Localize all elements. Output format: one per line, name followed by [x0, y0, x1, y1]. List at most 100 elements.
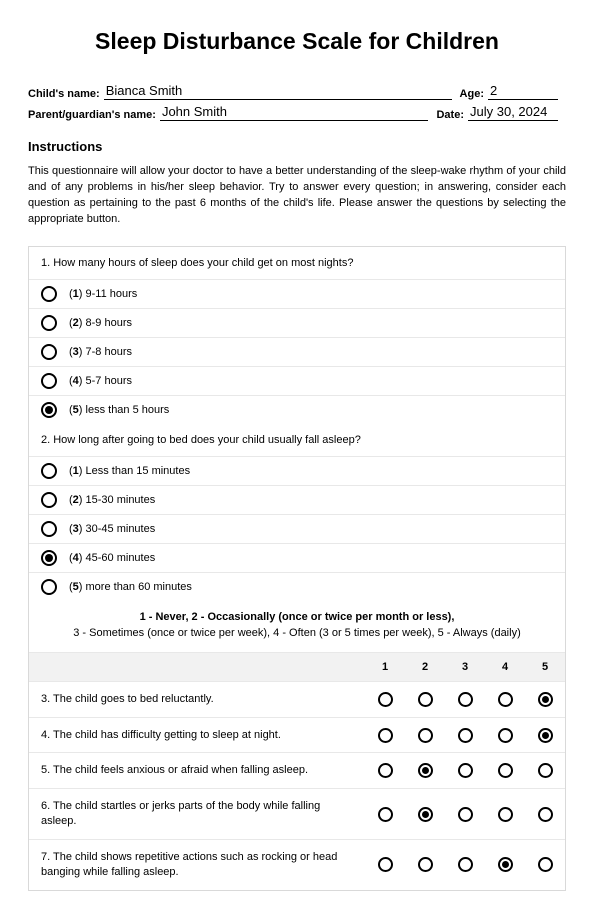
scale-cell-7-4[interactable] — [485, 857, 525, 872]
scale-radio-6-5[interactable] — [538, 807, 553, 822]
scale-legend: 1 - Never, 2 - Occasionally (once or twi… — [29, 601, 565, 653]
q1-option-3[interactable]: (3) 7-8 hours — [29, 338, 565, 367]
scale-radio-3-2[interactable] — [418, 692, 433, 707]
scale-radio-7-2[interactable] — [418, 857, 433, 872]
scale-cell-3-3[interactable] — [445, 692, 485, 707]
q2-radio-4[interactable] — [41, 550, 57, 566]
scale-radio-5-5[interactable] — [538, 763, 553, 778]
parent-value[interactable]: John Smith — [160, 104, 429, 121]
scale-statement-6: 6. The child startles or jerks parts of … — [29, 795, 365, 833]
scale-cell-7-5[interactable] — [525, 857, 565, 872]
scale-legend-line2: 3 - Sometimes (once or twice per week), … — [73, 627, 520, 639]
scale-statement-3: 3. The child goes to bed reluctantly. — [29, 688, 365, 711]
scale-cell-5-4[interactable] — [485, 763, 525, 778]
scale-radio-4-5[interactable] — [538, 728, 553, 743]
row-child-age: Child's name: Bianca Smith Age: 2 — [28, 83, 566, 100]
scale-cell-7-2[interactable] — [405, 857, 445, 872]
scale-header-row: 12345 — [29, 653, 565, 682]
scale-radio-4-4[interactable] — [498, 728, 513, 743]
q1-label-5: (5) less than 5 hours — [69, 404, 169, 416]
q2-option-2[interactable]: (2) 15-30 minutes — [29, 486, 565, 515]
scale-radio-3-1[interactable] — [378, 692, 393, 707]
q2-label-3: (3) 30-45 minutes — [69, 523, 155, 535]
form-box: 1. How many hours of sleep does your chi… — [28, 246, 566, 891]
scale-cell-6-4[interactable] — [485, 807, 525, 822]
scale-radio-5-4[interactable] — [498, 763, 513, 778]
scale-radio-6-3[interactable] — [458, 807, 473, 822]
scale-radio-5-3[interactable] — [458, 763, 473, 778]
scale-cell-4-1[interactable] — [365, 728, 405, 743]
scale-cell-6-2[interactable] — [405, 807, 445, 822]
scale-cell-3-2[interactable] — [405, 692, 445, 707]
scale-radio-3-3[interactable] — [458, 692, 473, 707]
date-value[interactable]: July 30, 2024 — [468, 104, 558, 121]
child-name-value[interactable]: Bianca Smith — [104, 83, 452, 100]
q1-radio-4[interactable] — [41, 373, 57, 389]
scale-cell-5-5[interactable] — [525, 763, 565, 778]
scale-radio-6-4[interactable] — [498, 807, 513, 822]
scale-cell-3-5[interactable] — [525, 692, 565, 707]
page-title: Sleep Disturbance Scale for Children — [28, 28, 566, 55]
scale-cell-4-5[interactable] — [525, 728, 565, 743]
q1-label-2: (2) 8-9 hours — [69, 317, 132, 329]
scale-radio-3-4[interactable] — [498, 692, 513, 707]
scale-row-7: 7. The child shows repetitive actions su… — [29, 840, 565, 890]
q1-radio-2[interactable] — [41, 315, 57, 331]
scale-cell-4-4[interactable] — [485, 728, 525, 743]
q2-radio-2[interactable] — [41, 492, 57, 508]
scale-radio-6-2[interactable] — [418, 807, 433, 822]
q2-option-3[interactable]: (3) 30-45 minutes — [29, 515, 565, 544]
q2-label-1: (1) Less than 15 minutes — [69, 465, 190, 477]
scale-radio-7-1[interactable] — [378, 857, 393, 872]
scale-cell-5-3[interactable] — [445, 763, 485, 778]
header-fields: Child's name: Bianca Smith Age: 2 Parent… — [28, 83, 566, 121]
q1-text: 1. How many hours of sleep does your chi… — [29, 247, 565, 280]
scale-radio-6-1[interactable] — [378, 807, 393, 822]
q2-option-5[interactable]: (5) more than 60 minutes — [29, 573, 565, 601]
scale-cell-4-2[interactable] — [405, 728, 445, 743]
q2-radio-5[interactable] — [41, 579, 57, 595]
q1-label-3: (3) 7-8 hours — [69, 346, 132, 358]
scale-header-col-2: 2 — [405, 653, 445, 681]
scale-radio-4-2[interactable] — [418, 728, 433, 743]
scale-radio-7-5[interactable] — [538, 857, 553, 872]
scale-radio-5-2[interactable] — [418, 763, 433, 778]
q2-text: 2. How long after going to bed does your… — [29, 424, 565, 457]
scale-cell-6-1[interactable] — [365, 807, 405, 822]
scale-radio-7-3[interactable] — [458, 857, 473, 872]
age-label: Age: — [460, 88, 488, 100]
q1-radio-1[interactable] — [41, 286, 57, 302]
q2-label-5: (5) more than 60 minutes — [69, 581, 192, 593]
q1-label-4: (4) 5-7 hours — [69, 375, 132, 387]
scale-radio-3-5[interactable] — [538, 692, 553, 707]
scale-radio-7-4[interactable] — [498, 857, 513, 872]
q1-label-1: (1) 9-11 hours — [69, 288, 137, 300]
q1-radio-5[interactable] — [41, 402, 57, 418]
scale-cell-5-1[interactable] — [365, 763, 405, 778]
q2-radio-3[interactable] — [41, 521, 57, 537]
q1-option-1[interactable]: (1) 9-11 hours — [29, 280, 565, 309]
scale-cell-3-4[interactable] — [485, 692, 525, 707]
q2-option-4[interactable]: (4) 45-60 minutes — [29, 544, 565, 573]
scale-cell-4-3[interactable] — [445, 728, 485, 743]
scale-cell-6-3[interactable] — [445, 807, 485, 822]
q1-option-4[interactable]: (4) 5-7 hours — [29, 367, 565, 396]
scale-row-3: 3. The child goes to bed reluctantly. — [29, 682, 565, 718]
q2-radio-1[interactable] — [41, 463, 57, 479]
age-value[interactable]: 2 — [488, 83, 558, 100]
scale-header-col-5: 5 — [525, 653, 565, 681]
scale-radio-4-1[interactable] — [378, 728, 393, 743]
scale-radio-4-3[interactable] — [458, 728, 473, 743]
scale-cell-5-2[interactable] — [405, 763, 445, 778]
q1-option-2[interactable]: (2) 8-9 hours — [29, 309, 565, 338]
scale-cell-7-1[interactable] — [365, 857, 405, 872]
q2-option-1[interactable]: (1) Less than 15 minutes — [29, 457, 565, 486]
q1-option-5[interactable]: (5) less than 5 hours — [29, 396, 565, 424]
scale-cell-7-3[interactable] — [445, 857, 485, 872]
scale-cell-3-1[interactable] — [365, 692, 405, 707]
scale-cell-6-5[interactable] — [525, 807, 565, 822]
scale-radio-5-1[interactable] — [378, 763, 393, 778]
scale-row-4: 4. The child has difficulty getting to s… — [29, 718, 565, 754]
q2-label-2: (2) 15-30 minutes — [69, 494, 155, 506]
q1-radio-3[interactable] — [41, 344, 57, 360]
